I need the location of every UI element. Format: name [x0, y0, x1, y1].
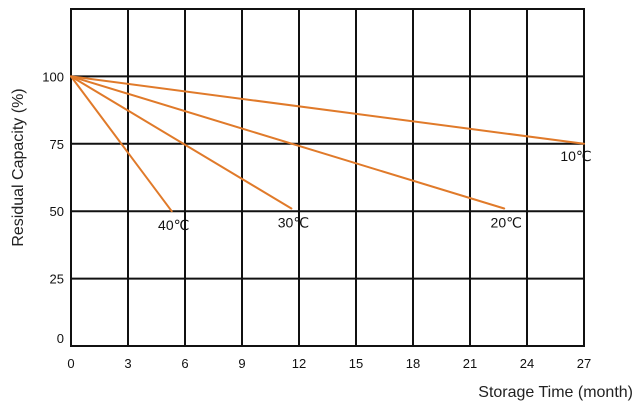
- y-tick-label-1: 25: [50, 272, 64, 287]
- vertical-gridlines: [127, 9, 528, 346]
- series-lines: [70, 75, 585, 213]
- x-tick-label-0: 0: [67, 356, 74, 371]
- x-tick-label-9: 27: [577, 356, 591, 371]
- x-tick-label-4: 12: [292, 356, 306, 371]
- x-tick-label-8: 24: [520, 356, 534, 371]
- x-tick-label-5: 15: [349, 356, 363, 371]
- x-tick-label-1: 3: [124, 356, 131, 371]
- series-line-0: [70, 75, 173, 213]
- series-line-3: [70, 75, 585, 145]
- x-tick-label-2: 6: [181, 356, 188, 371]
- horizontal-gridlines: [71, 75, 584, 280]
- y-tick-label-2: 50: [50, 204, 64, 219]
- series-label-3: 10℃: [560, 148, 591, 164]
- x-axis-title: Storage Time (month): [478, 384, 633, 401]
- series-labels: 40℃ 30℃ 20℃ 10℃: [158, 148, 592, 233]
- x-tick-label-7: 21: [463, 356, 477, 371]
- y-tick-label-3: 75: [50, 137, 64, 152]
- x-tick-label-3: 9: [238, 356, 245, 371]
- x-tick-labels: 0 3 6 9 12 15 18 21 24 27: [67, 356, 591, 371]
- x-tick-label-6: 18: [406, 356, 420, 371]
- series-label-2: 20℃: [491, 215, 522, 231]
- y-axis-title: Residual Capacity (%): [10, 88, 27, 246]
- series-line-1: [70, 75, 293, 210]
- y-tick-labels: 0 25 50 75 100: [42, 69, 64, 346]
- y-tick-label-4: 100: [42, 69, 64, 84]
- series-label-0: 40℃: [158, 217, 189, 233]
- y-tick-label-0: 0: [57, 331, 64, 346]
- series-label-1: 30℃: [278, 215, 309, 231]
- plot-frame: [70, 8, 585, 347]
- series-line-2: [70, 75, 506, 210]
